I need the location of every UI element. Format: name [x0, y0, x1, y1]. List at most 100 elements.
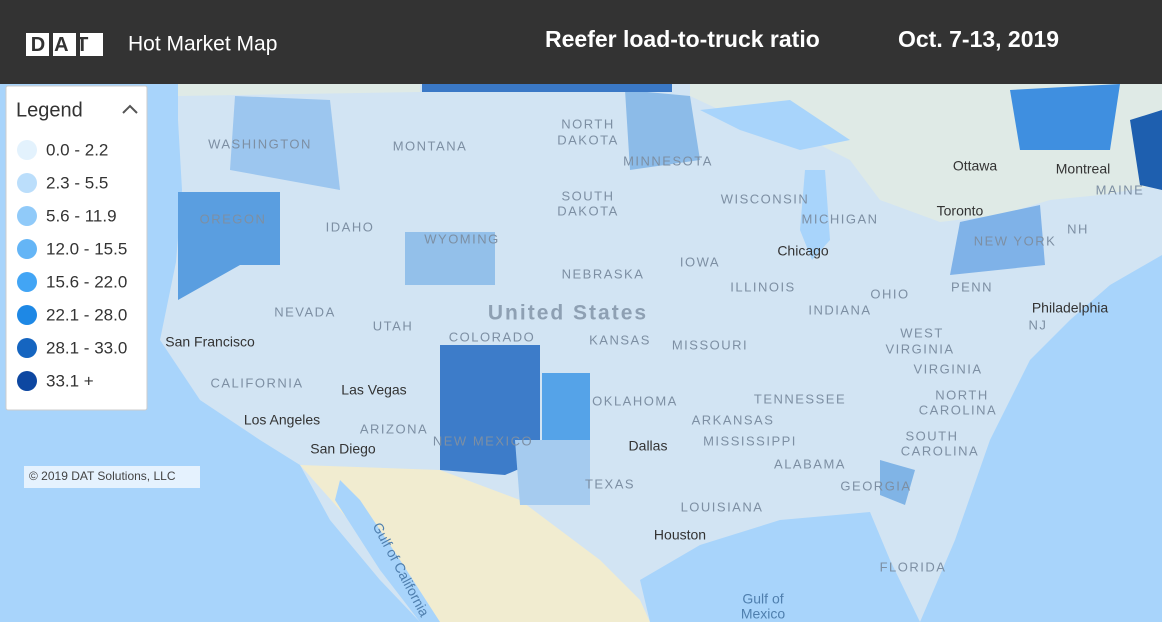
map-label: MONTANA — [393, 138, 468, 153]
map-label: Gulf of — [742, 591, 783, 607]
legend-label: 5.6 - 11.9 — [46, 206, 117, 225]
gulf-of-mexico — [640, 512, 920, 622]
map-label: Montreal — [1056, 161, 1110, 177]
map-label: VIRGINIA — [913, 361, 982, 376]
gulf-of-california — [335, 480, 440, 622]
atlantic-ocean — [920, 255, 1162, 622]
map-label: ARKANSAS — [692, 412, 775, 427]
map-label: WEST — [900, 325, 944, 340]
map-label: SOUTH — [562, 188, 615, 203]
map-label: DAKOTA — [557, 203, 619, 218]
map-label: MICHIGAN — [802, 211, 879, 226]
legend-label: 12.0 - 15.5 — [46, 239, 127, 258]
map-label: IDAHO — [326, 219, 375, 234]
region-shade — [1130, 110, 1162, 190]
region-shade — [230, 96, 340, 190]
map-label: MISSOURI — [672, 337, 748, 352]
legend-swatch — [17, 206, 37, 226]
logo: DAT — [31, 34, 98, 56]
map-label: SOUTH — [906, 428, 959, 443]
map-label: OREGON — [200, 211, 267, 226]
map-label: ARIZONA — [360, 421, 428, 436]
logo-box — [26, 33, 49, 56]
map-label: United States — [488, 302, 648, 325]
legend-swatch — [17, 272, 37, 292]
map-label: Houston — [654, 527, 706, 543]
map-label: Ottawa — [953, 158, 998, 174]
map-label: San Francisco — [165, 334, 255, 350]
map-label: TENNESSEE — [754, 391, 846, 406]
legend-swatch — [17, 239, 37, 259]
legend-label: 0.0 - 2.2 — [46, 140, 108, 159]
region-shade — [178, 192, 280, 300]
map-label: CAROLINA — [919, 402, 997, 417]
region-shade — [515, 440, 590, 505]
map-label: UTAH — [373, 318, 413, 333]
map-label: LOUISIANA — [681, 499, 764, 514]
region-shade — [950, 205, 1045, 275]
region-shade — [625, 90, 700, 170]
map-label: NH — [1067, 221, 1089, 236]
legend-swatch — [17, 173, 37, 193]
map-label: VIRGINIA — [885, 341, 954, 356]
date-range: Oct. 7-13, 2019 — [898, 26, 1059, 52]
legend-label: 2.3 - 5.5 — [46, 173, 108, 192]
legend-label: 22.1 - 28.0 — [46, 305, 127, 324]
map-label: COLORADO — [449, 329, 535, 344]
map-label: IOWA — [680, 254, 720, 269]
lake-superior — [700, 100, 850, 150]
header-title: Hot Market Map — [128, 33, 277, 56]
map-label: Chicago — [777, 243, 829, 259]
map-label: NEVADA — [274, 304, 336, 319]
region-shade — [542, 373, 590, 440]
map-label: ALABAMA — [774, 456, 846, 471]
mexico — [300, 465, 650, 622]
logo-box — [53, 33, 76, 56]
map-label: NEW MEXICO — [433, 433, 533, 448]
legend-swatch — [17, 305, 37, 325]
map-label: NEW YORK — [974, 233, 1057, 248]
legend-swatch — [17, 371, 37, 391]
legend-items: 0.0 - 2.2 2.3 - 5.5 5.6 - 11.9 12.0 - 15.5 1… — [17, 140, 127, 391]
map-label: ILLINOIS — [730, 279, 795, 294]
map-label: PENN — [951, 279, 993, 294]
map-label: WASHINGTON — [208, 136, 312, 151]
map-label: NJ — [1029, 317, 1048, 332]
lake-michigan — [800, 170, 830, 260]
copyright-box — [24, 466, 200, 488]
map-label: Los Angeles — [244, 412, 320, 428]
map-label: GEORGIA — [840, 478, 911, 493]
map-label: OKLAHOMA — [592, 393, 678, 408]
map-label: FLORIDA — [880, 559, 947, 574]
map: WASHINGTON MONTANANORTHDAKOTASOUTHDAKOTAM… — [0, 84, 1162, 622]
map-label: WISCONSIN — [721, 191, 810, 206]
map-label: Philadelphia — [1032, 300, 1108, 316]
map-label: Las Vegas — [341, 382, 406, 398]
region-shade — [440, 345, 540, 475]
legend-swatch — [17, 338, 37, 358]
map-label: Mexico — [741, 606, 786, 622]
region-shade — [880, 460, 915, 505]
legend-swatch — [17, 140, 37, 160]
map-label: TEXAS — [585, 476, 635, 491]
map-label: NORTH — [935, 387, 988, 402]
region-shade — [422, 84, 672, 92]
legend: Legend 0.0 - 2.2 2.3 - 5.5 5.6 - 11.9 12.0 … — [5, 85, 148, 411]
canada-west — [178, 84, 420, 96]
map-label: MINNESOTA — [623, 153, 713, 168]
region-shade — [1010, 84, 1120, 150]
legend-box — [5, 85, 148, 411]
collapse-button[interactable] — [122, 104, 138, 114]
map-label: CALIFORNIA — [210, 375, 303, 390]
map-label: KANSAS — [589, 332, 651, 347]
region-shade — [405, 232, 495, 285]
metric-title: Reefer load-to-truck ratio — [545, 26, 820, 52]
map-label: San Diego — [310, 441, 376, 457]
map-label: OHIO — [870, 286, 909, 301]
copyright: © 2019 DAT Solutions, LLC — [29, 469, 176, 483]
map-label: WYOMING — [424, 231, 500, 246]
map-label: Toronto — [937, 203, 984, 219]
map-label: INDIANA — [808, 302, 871, 317]
legend-label: 15.6 - 22.0 — [46, 272, 127, 291]
